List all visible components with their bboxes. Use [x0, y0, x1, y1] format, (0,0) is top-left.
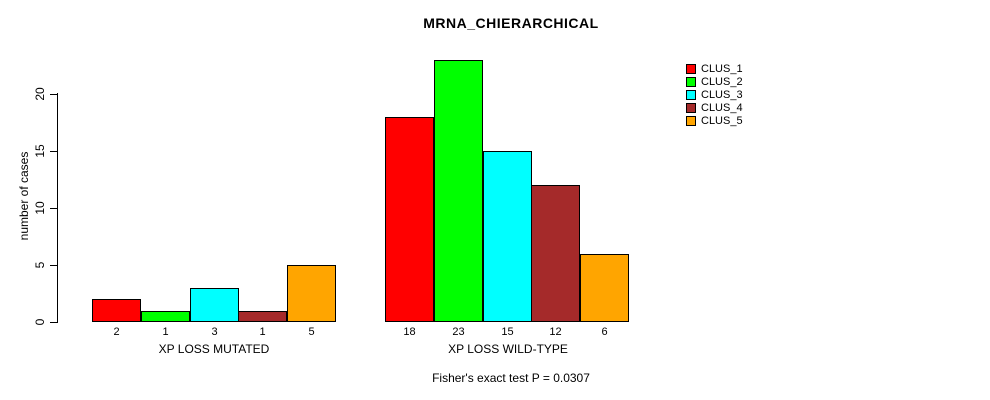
bar-clus_5: [580, 254, 629, 322]
legend-item-clus_5: CLUS_5: [686, 114, 743, 127]
chart-title: MRNA_CHIERARCHICAL: [423, 15, 599, 31]
y-tick-mark: [50, 265, 58, 266]
y-tick-mark: [50, 151, 58, 152]
bar-value-label: 3: [211, 326, 218, 338]
bar-value-label: 23: [452, 326, 465, 338]
legend: CLUS_1 CLUS_2 CLUS_3 CLUS_4 CLUS_5: [686, 62, 743, 127]
y-axis-label-text: number of cases: [17, 151, 31, 241]
y-tick-label-text: 0: [33, 318, 47, 326]
bar-clus_1: [385, 117, 434, 322]
bar-value-label: 12: [549, 326, 562, 338]
legend-swatch-clus_5: [686, 115, 696, 126]
group-label-xp-loss-mutated: XP LOSS MUTATED: [158, 342, 270, 356]
bar-value-label: 5: [308, 326, 315, 338]
y-tick-label-text: 5: [33, 261, 47, 269]
bar-clus_4: [238, 311, 287, 322]
bar-clus_3: [483, 151, 532, 322]
bar-value-label: 1: [259, 326, 266, 338]
bar-value-label: 6: [601, 326, 608, 338]
y-tick-mark: [50, 94, 58, 95]
legend-item-clus_3: CLUS_3: [686, 88, 743, 101]
legend-item-clus_1: CLUS_1: [686, 62, 743, 75]
bar-clus_3: [190, 288, 239, 322]
legend-label: CLUS_2: [701, 75, 743, 88]
legend-label: CLUS_4: [701, 101, 743, 114]
bar-value-label: 1: [162, 326, 169, 338]
y-tick-mark: [50, 322, 58, 323]
legend-item-clus_4: CLUS_4: [686, 101, 743, 114]
bar-clus_2: [434, 60, 483, 322]
legend-swatch-clus_3: [686, 89, 696, 100]
bar-value-label: 18: [403, 326, 416, 338]
bar-clus_5: [287, 265, 336, 322]
group-label-xp-loss-wild-type: XP LOSS WILD-TYPE: [448, 342, 568, 356]
legend-item-clus_2: CLUS_2: [686, 75, 743, 88]
bar-value-label: 2: [113, 326, 120, 338]
legend-label: CLUS_3: [701, 88, 743, 101]
legend-label: CLUS_5: [701, 114, 743, 127]
bar-clus_4: [531, 185, 580, 322]
y-tick-label-text: 15: [33, 144, 47, 158]
bar-clus_1: [92, 299, 141, 322]
y-tick-mark: [50, 208, 58, 209]
y-tick-label-text: 10: [33, 201, 47, 215]
y-tick-label-text: 20: [33, 87, 47, 101]
legend-swatch-clus_4: [686, 102, 696, 113]
bar-clus_2: [141, 311, 190, 322]
bar-value-label: 15: [501, 326, 514, 338]
fisher-test-annotation: Fisher's exact test P = 0.0307: [432, 371, 590, 385]
legend-swatch-clus_1: [686, 63, 696, 74]
legend-swatch-clus_2: [686, 76, 696, 87]
legend-label: CLUS_1: [701, 62, 743, 75]
